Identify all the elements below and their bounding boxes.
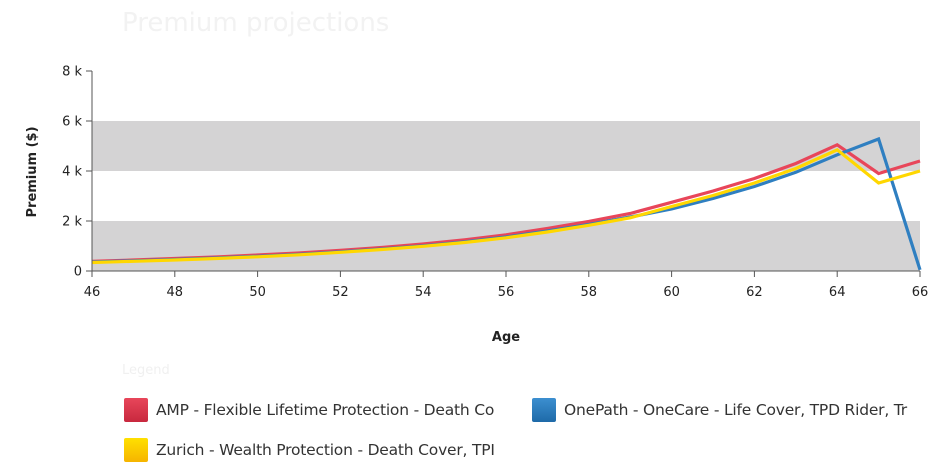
x-tick-label: 52 — [332, 285, 349, 300]
y-axis-label: Premium ($) — [25, 126, 40, 217]
y-tick-label: 6 k — [62, 115, 82, 130]
x-tick-label: 62 — [746, 285, 763, 300]
series-lines — [91, 136, 922, 271]
series-line-2 — [91, 147, 921, 265]
legend-swatch-onepath — [532, 398, 556, 422]
x-axis-label: Age — [492, 330, 520, 345]
x-tick-label: 56 — [498, 285, 515, 300]
x-tick-label: 60 — [663, 285, 680, 300]
y-tick-label: 8 k — [62, 65, 82, 80]
x-tick-label: 54 — [415, 285, 432, 300]
legend-label-onepath: OnePath - OneCare - Life Cover, TPD Ride… — [564, 401, 907, 419]
plot-bands — [92, 121, 920, 271]
y-tick-label: 4 k — [62, 165, 82, 180]
x-tick-label: 66 — [912, 285, 929, 300]
legend-swatch-amp — [124, 398, 148, 422]
y-tick-label: 2 k — [62, 215, 82, 230]
legend-item-zurich[interactable]: Zurich - Wealth Protection - Death Cover… — [124, 438, 528, 462]
grid-band — [92, 221, 920, 271]
axes: 0 2 k 4 k 6 k 8 k 46 48 50 52 54 56 58 60 62 64 66 — [62, 65, 928, 301]
chart-title: Premium projections — [122, 8, 390, 38]
legend-swatch-zurich — [124, 438, 148, 462]
premium-chart: 0 2 k 4 k 6 k 8 k 46 48 50 52 54 56 58 60 62 64 66 Prem… — [25, 65, 928, 346]
x-tick-label: 58 — [581, 285, 598, 300]
x-tick-label: 48 — [167, 285, 184, 300]
legend-item-onepath[interactable]: OnePath - OneCare - Life Cover, TPD Ride… — [532, 398, 938, 422]
y-tick-label: 0 — [74, 265, 82, 280]
legend-title: Legend — [122, 363, 170, 378]
legend-label-amp: AMP - Flexible Lifetime Protection - Dea… — [156, 401, 495, 419]
grid-band — [92, 121, 920, 171]
x-tick-label: 46 — [84, 285, 101, 300]
legend-item-amp[interactable]: AMP - Flexible Lifetime Protection - Dea… — [124, 398, 528, 422]
x-tick-label: 64 — [829, 285, 846, 300]
x-tick-label: 50 — [249, 285, 266, 300]
legend-label-zurich: Zurich - Wealth Protection - Death Cover… — [156, 441, 495, 459]
